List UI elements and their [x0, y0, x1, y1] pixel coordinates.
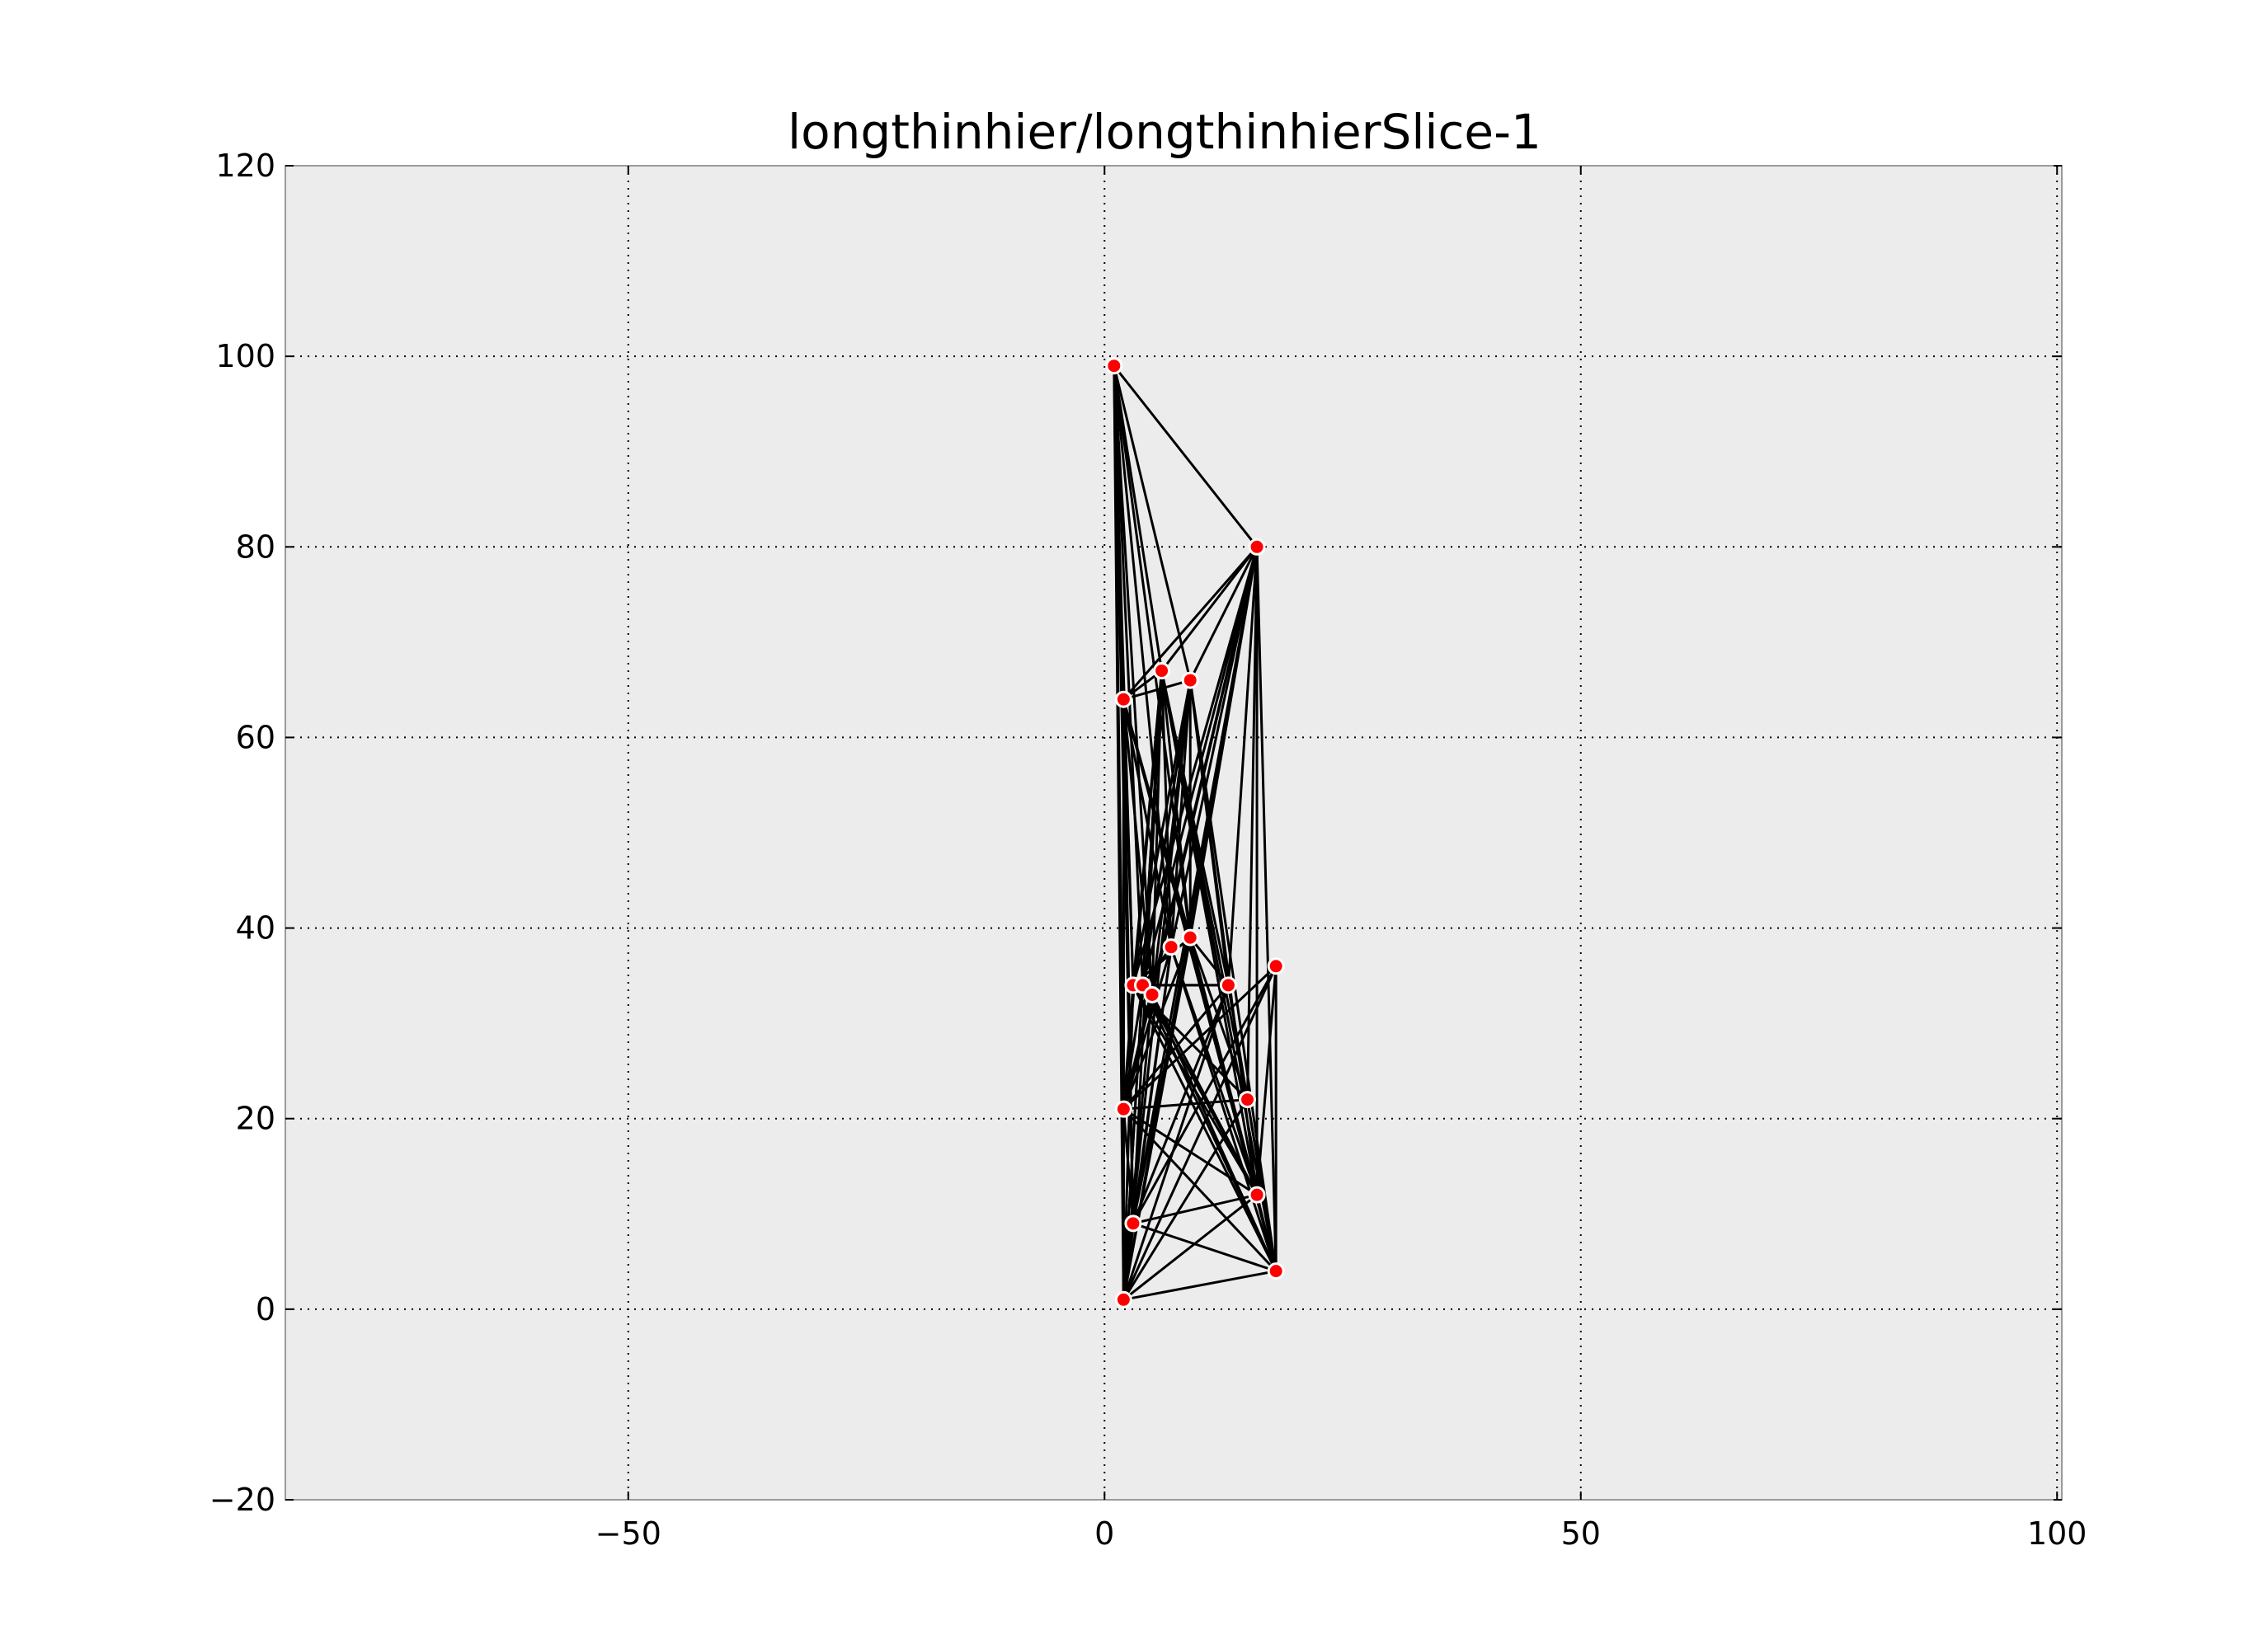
graph-edge [1122, 699, 1135, 1224]
graph-edge [1150, 994, 1278, 1272]
graph-edge [1122, 679, 1191, 701]
graph-edge [1122, 965, 1278, 1300]
graph-edge [1122, 984, 1135, 1300]
graph-edge [1122, 546, 1259, 701]
x-tick-label: 0 [1094, 1515, 1114, 1552]
graph-node [1181, 928, 1199, 947]
graph-node [1267, 957, 1285, 975]
graph-edge [1122, 1108, 1278, 1272]
graph-edge [1150, 994, 1259, 1196]
graph-edge [1169, 947, 1278, 1272]
graph-edge [1122, 965, 1278, 1111]
graph-node [1143, 985, 1161, 1003]
graph-edge [1113, 365, 1173, 947]
graph-edge [1246, 547, 1259, 1100]
x-tick-label: 100 [2027, 1515, 2087, 1552]
graph-node [1114, 1290, 1132, 1308]
chart-title: longthinhier/longthinhierSlice-1 [788, 104, 1541, 160]
graph-node [1114, 1100, 1132, 1118]
graph-node [1124, 1214, 1142, 1233]
graph-edge [1123, 1270, 1277, 1301]
graph-edge [1160, 546, 1259, 672]
graph-edge [1188, 679, 1278, 1271]
graph-edge [1122, 1193, 1258, 1301]
x-tick-label: −50 [595, 1515, 661, 1552]
y-tick-label: 80 [236, 529, 275, 565]
graph-edge [1122, 698, 1173, 947]
y-tick-label: −20 [209, 1482, 275, 1518]
graph-node [1153, 662, 1171, 680]
plot-frame [285, 165, 2063, 1501]
y-tick-label: 0 [256, 1291, 275, 1327]
graph-edge [1122, 994, 1154, 1110]
graph-edge [1132, 984, 1278, 1272]
graph-edge [1189, 937, 1230, 986]
y-tick-label: 20 [236, 1101, 275, 1137]
y-tick-label: 100 [215, 338, 275, 374]
graph-edge [1255, 965, 1278, 1196]
graph-edge [1122, 1223, 1135, 1300]
graph-edge [1188, 546, 1259, 681]
graph-edge [1113, 364, 1259, 548]
graph-edge [1188, 679, 1259, 1196]
graph-edge [1113, 365, 1125, 1300]
graph-edge [1122, 937, 1192, 1300]
graph-node [1239, 1091, 1257, 1109]
graph-edge [1122, 1107, 1258, 1196]
x-tick-label: 50 [1561, 1515, 1601, 1552]
graph-node [1114, 690, 1132, 708]
y-tick-label: 120 [215, 148, 275, 184]
axis-ticks: −50 0 50 100 −20 0 20 40 60 80 100 120 [209, 148, 2087, 1552]
graph-edge [1122, 1098, 1249, 1301]
graph-edge [1122, 679, 1192, 1110]
graph-edge [1113, 365, 1192, 681]
graph-edge [1123, 1098, 1248, 1111]
y-tick-label: 40 [236, 910, 275, 947]
graph-edge [1122, 699, 1154, 995]
graph-edge [1113, 365, 1154, 995]
graph-node [1248, 1186, 1266, 1204]
graph-edge [1113, 365, 1144, 985]
graph-edge [1255, 547, 1278, 1271]
graph-edge [1169, 679, 1192, 947]
graph-node [1267, 1262, 1285, 1280]
graph-edge [1132, 1193, 1258, 1225]
graph-node [1162, 938, 1180, 956]
y-tick-label: 60 [236, 719, 275, 755]
graph-nodes [1105, 357, 1285, 1308]
graph-node [1105, 357, 1123, 375]
graph-edge [1122, 1109, 1135, 1224]
graph-node [1248, 538, 1266, 556]
graph-edges [1113, 364, 1278, 1301]
graph-edge [1246, 1099, 1278, 1271]
graph-edge [1169, 546, 1259, 947]
graph-node [1219, 976, 1237, 994]
graph-edge [1255, 1194, 1278, 1271]
graph-edge [1132, 1222, 1277, 1273]
graph-edge [1122, 984, 1144, 1300]
graph-edge [1226, 547, 1259, 986]
graph-node [1181, 671, 1199, 689]
graph-edge [1122, 994, 1154, 1300]
